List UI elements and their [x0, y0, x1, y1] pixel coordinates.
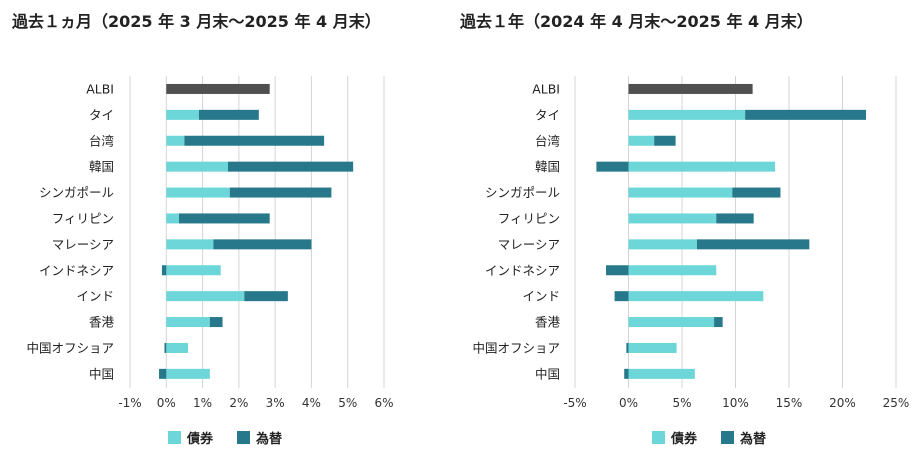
category-label-1m-3: 韓国 — [89, 159, 114, 174]
tick-label-1y-6: 25% — [883, 396, 910, 410]
category-label-1y-6: マレーシア — [498, 237, 560, 252]
bar-fx-1y-9 — [714, 317, 723, 328]
bar-fx-1y-10 — [626, 342, 629, 353]
category-label-1y-5: フィリピン — [498, 211, 560, 226]
bar-bond-1m-4 — [166, 187, 230, 198]
bar-fx-1m-9 — [209, 317, 223, 328]
legend-1y: 債券 為替 — [652, 428, 766, 447]
bar-bond-1m-11 — [166, 368, 210, 379]
bar-bond-1y-10 — [628, 342, 677, 353]
bar-fx-1m-8 — [244, 291, 288, 302]
chart-title-1y: 過去１年（2024 年 4 月末～2025 年 4 月末） — [460, 12, 813, 31]
legend-bond-label: 債券 — [187, 432, 214, 447]
category-label-1y-10: 中国オフショア — [472, 340, 560, 355]
tick-label-1y-4: 15% — [776, 396, 803, 410]
bar-bond-1y-2 — [628, 135, 655, 146]
bar-bond-1m-3 — [166, 161, 228, 172]
bar-bond-1m-5 — [166, 213, 179, 224]
category-label-1m-5: フィリピン — [52, 211, 114, 226]
bar-fx-1m-10 — [164, 342, 167, 353]
category-label-1m-9: 香港 — [89, 315, 115, 330]
bar-bond-1y-7 — [628, 265, 717, 276]
tick-label-1m-3: 2% — [229, 396, 248, 410]
bar-bond-1m-7 — [166, 265, 221, 276]
tick-label-1y-3: 10% — [722, 396, 749, 410]
tick-label-1y-1: 0% — [619, 396, 638, 410]
bar-fx-1m-11 — [159, 368, 167, 379]
bar-fx-1m-5 — [178, 213, 270, 224]
bar-bond-1m-1 — [166, 109, 199, 120]
bar-bond-1m-6 — [166, 239, 214, 250]
bar-bond-1y-5 — [628, 213, 717, 224]
bar-bond-1y-8 — [628, 291, 764, 302]
bar-fx-1m-4 — [229, 187, 332, 198]
bar-fx-1m-1 — [198, 109, 259, 120]
tick-label-1y-5: 20% — [829, 396, 856, 410]
bar-bond-1y-6 — [628, 239, 697, 250]
tick-label-1y-0: -5% — [563, 396, 586, 410]
category-label-1y-3: 韓国 — [535, 159, 560, 174]
bar-fx-1y-1 — [745, 109, 867, 120]
bar-bond-1y-3 — [628, 161, 776, 172]
bar-fx-1y-8 — [614, 291, 629, 302]
bar-fx-1m-2 — [184, 135, 325, 146]
bar-fx-1y-11 — [624, 368, 629, 379]
tick-label-1m-7: 6% — [374, 396, 393, 410]
bar-bond-1y-1 — [628, 109, 746, 120]
legend-fx-label: 為替 — [740, 432, 767, 447]
tick-label-1m-5: 4% — [302, 396, 321, 410]
bar-fx-1m-7 — [161, 265, 167, 276]
tick-label-1m-2: 1% — [193, 396, 212, 410]
tick-label-1m-0: -1% — [118, 396, 141, 410]
category-label-1y-7: インドネシア — [485, 263, 560, 278]
tick-label-1m-4: 3% — [266, 396, 285, 410]
legend-1m: 債券 為替 — [168, 428, 282, 447]
bar-fx-1y-6 — [696, 239, 810, 250]
category-label-1y-0: ALBI — [532, 81, 560, 96]
tick-label-1m-1: 0% — [157, 396, 176, 410]
category-label-1m-4: シンガポール — [39, 185, 114, 200]
bar-albi-1y — [628, 83, 753, 94]
bar-fx-1y-4 — [732, 187, 781, 198]
bar-albi-1m — [166, 83, 270, 94]
bar-bond-1y-9 — [628, 317, 715, 328]
category-label-1m-7: インドネシア — [39, 263, 114, 278]
category-label-1y-9: 香港 — [535, 315, 561, 330]
bar-fx-1m-6 — [213, 239, 312, 250]
tick-label-1y-2: 5% — [672, 396, 691, 410]
bar-fx-1y-7 — [606, 265, 629, 276]
category-label-1y-11: 中国 — [535, 366, 560, 381]
category-label-1m-11: 中国 — [89, 366, 114, 381]
bar-fx-1y-5 — [716, 213, 754, 224]
category-label-1y-2: 台湾 — [535, 133, 560, 148]
category-label-1m-1: タイ — [89, 107, 114, 122]
category-label-1m-0: ALBI — [86, 81, 114, 96]
chart-title-1m: 過去１ヵ月（2025 年 3 月末～2025 年 4 月末） — [12, 12, 381, 31]
category-label-1y-1: タイ — [535, 107, 560, 122]
bar-bond-1m-10 — [166, 342, 189, 353]
category-label-1m-6: マレーシア — [52, 237, 114, 252]
bar-bond-1y-11 — [628, 368, 695, 379]
bar-bond-1m-8 — [166, 291, 245, 302]
bar-bond-1y-4 — [628, 187, 733, 198]
legend-fx-swatch — [721, 431, 735, 444]
bar-bond-1m-2 — [166, 135, 185, 146]
category-label-1m-10: 中国オフショア — [26, 340, 114, 355]
legend-bond-swatch — [652, 431, 665, 444]
bar-fx-1m-3 — [227, 161, 354, 172]
legend-fx-label: 為替 — [256, 432, 283, 447]
legend-fx-swatch — [237, 431, 251, 444]
category-label-1y-8: インド — [522, 289, 560, 304]
bar-fx-1y-3 — [596, 161, 629, 172]
bar-fx-1y-2 — [654, 135, 676, 146]
category-label-1m-8: インド — [76, 289, 114, 304]
category-label-1y-4: シンガポール — [485, 185, 560, 200]
category-label-1m-2: 台湾 — [89, 133, 114, 148]
legend-bond-swatch — [168, 431, 181, 444]
bar-bond-1m-9 — [166, 317, 210, 328]
tick-label-1m-6: 5% — [338, 396, 357, 410]
legend-bond-label: 債券 — [671, 432, 698, 447]
